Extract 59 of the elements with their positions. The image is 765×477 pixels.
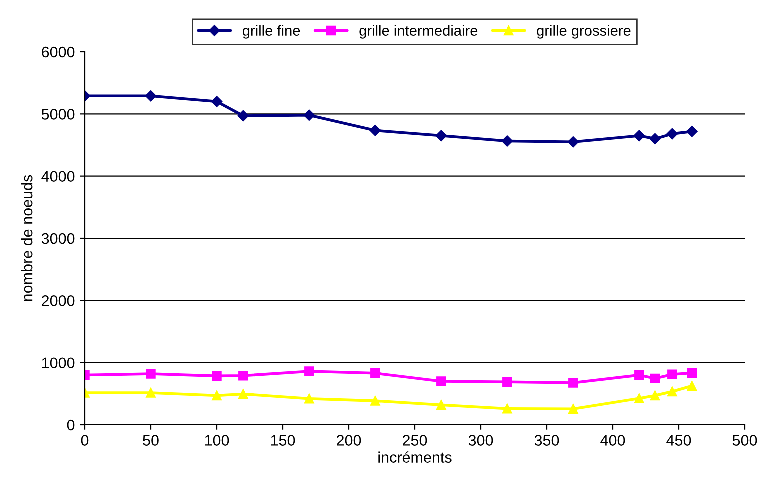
point: [370, 396, 380, 406]
point: [666, 128, 678, 140]
point: [238, 389, 248, 400]
y-tick-label: 5000: [42, 109, 75, 120]
point: [370, 368, 380, 378]
point: [146, 388, 156, 398]
x-axis-title: incréments: [378, 452, 452, 463]
point: [304, 394, 314, 404]
point: [568, 136, 580, 148]
point: [238, 371, 248, 381]
point: [634, 130, 646, 142]
x-tick-label: 450: [666, 435, 692, 446]
point: [436, 130, 448, 142]
point: [145, 90, 157, 102]
point: [502, 377, 512, 387]
point: [146, 369, 156, 379]
point: [436, 400, 446, 410]
point: [650, 374, 660, 384]
point: [568, 404, 578, 414]
x-tick-label: 50: [143, 435, 159, 446]
point: [687, 368, 698, 378]
point: [650, 133, 661, 145]
point: [502, 404, 512, 414]
x-tick-label: 100: [205, 435, 230, 446]
y-axis-title: nombre de noeuds: [21, 175, 33, 302]
y-tick-label: 6000: [42, 46, 75, 58]
legend-label: grille intermediaire: [360, 25, 478, 39]
x-tick-label: 350: [534, 435, 560, 446]
point: [304, 366, 314, 376]
point: [212, 371, 222, 382]
point: [568, 378, 578, 388]
y-tick-label: 1000: [42, 358, 75, 369]
point: [634, 370, 644, 380]
point: [634, 394, 644, 404]
x-tick-label: 250: [403, 435, 428, 446]
point: [370, 125, 382, 136]
point: [304, 110, 316, 122]
point: [502, 136, 514, 147]
point: [687, 381, 698, 392]
x-tick-label: 300: [468, 435, 494, 446]
point: [211, 96, 223, 108]
x-tick-label: 500: [732, 435, 758, 446]
point: [668, 386, 678, 397]
point: [686, 126, 698, 138]
legend-label: grille fine: [242, 25, 300, 39]
point: [668, 370, 678, 380]
x-tick-label: 400: [600, 435, 626, 446]
legend-label: grille grossiere: [537, 25, 631, 39]
y-tick-label: 4000: [42, 171, 75, 182]
y-tick-label: 0: [67, 420, 75, 431]
x-tick-label: 0: [81, 435, 89, 446]
y-tick-label: 2000: [42, 296, 75, 306]
y-tick-label: 3000: [42, 233, 75, 244]
x-tick-label: 150: [271, 435, 296, 446]
point: [212, 390, 222, 401]
point: [650, 390, 660, 401]
point: [238, 110, 250, 122]
point: [436, 376, 446, 386]
x-tick-label: 200: [337, 435, 362, 446]
